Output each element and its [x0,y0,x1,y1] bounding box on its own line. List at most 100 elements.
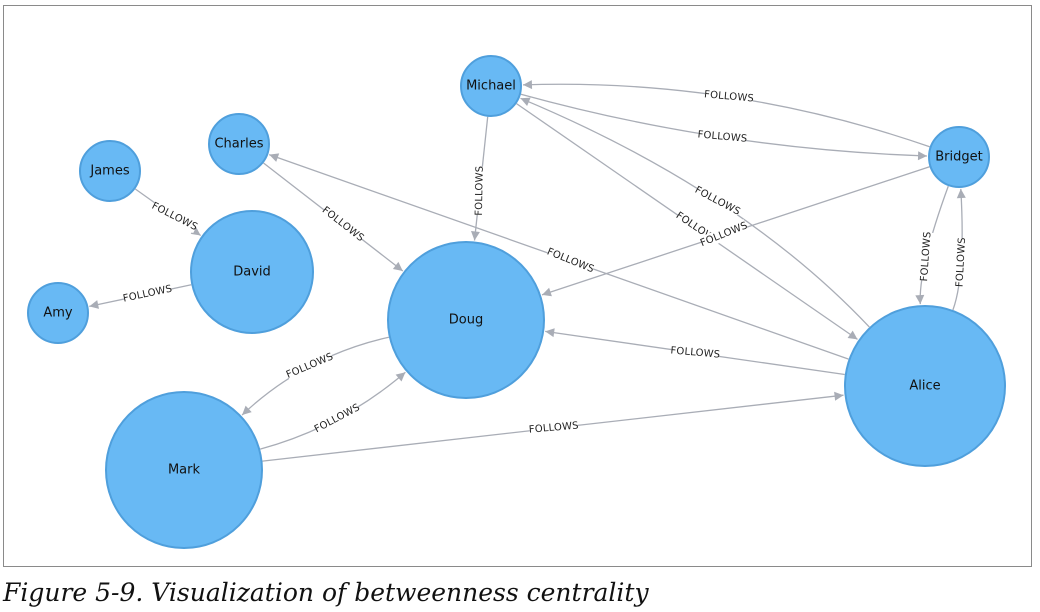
arrowhead [471,231,480,241]
edge-label-group: FOLLOWS [953,237,969,287]
node-circle[interactable] [460,55,522,117]
edge-label-background [699,219,749,250]
edge-label: FOLLOWS [320,205,366,244]
node-mark[interactable]: Mark [105,391,263,549]
edge-bridget-to-michael: FOLLOWS [522,80,930,148]
node-label: Charles [214,137,263,152]
edge-label-background [312,401,362,436]
edge-michael-to-alice: FOLLOWS [516,103,858,340]
edge-bridget-to-alice: FOLLOWS [915,185,949,305]
edge-label-group: FOLLOWS [150,199,200,234]
edge-michael-to-bridget: FOLLOWS [520,93,928,161]
node-amy[interactable]: Amy [27,282,89,344]
arrowhead [269,153,280,162]
arrowhead [520,97,531,106]
edge-label: FOLLOWS [528,420,579,435]
edge-line [260,371,406,450]
node-bridget[interactable]: Bridget [928,126,990,188]
edge-label: FOLLOWS [670,345,721,360]
node-doug[interactable]: Doug [387,241,545,399]
edge-label-background [704,87,754,105]
node-label: Bridget [935,150,982,165]
node-circle[interactable] [208,113,270,175]
edge-label: FOLLOWS [697,129,748,144]
edge-alice-to-bridget: FOLLOWS [952,188,969,311]
node-circle[interactable] [844,305,1006,467]
edge-label-background [150,199,200,234]
edge-david-to-amy: FOLLOWS [89,282,192,309]
edge-label-group: FOLLOWS [528,419,579,437]
node-david[interactable]: David [190,210,314,334]
edge-label-background [693,183,742,218]
node-charles[interactable]: Charles [208,113,270,175]
figure-caption: Figure 5-9. Visualization of betweenness… [3,578,649,607]
node-circle[interactable] [105,391,263,549]
edge-alice-to-doug: FOLLOWS [545,328,845,376]
edge-label: FOLLOWS [693,185,742,218]
edge-label-group: FOLLOWS [320,204,367,244]
edge-james-to-david: FOLLOWS [134,188,202,237]
edge-label-background [122,282,173,305]
arrowhead [834,391,844,401]
arrowhead [395,372,406,382]
node-alice[interactable]: Alice [844,305,1006,467]
edge-alice-to-charles: FOLLOWS [268,153,849,360]
edge-label-group: FOLLOWS [312,401,362,436]
edge-label: FOLLOWS [474,166,486,216]
node-label: Doug [449,313,483,328]
node-michael[interactable]: Michael [460,55,522,117]
node-label: James [89,164,129,179]
edge-label-background [285,350,335,382]
edge-label: FOLLOWS [122,284,173,305]
node-circle[interactable] [79,140,141,202]
arrowhead [190,226,201,236]
node-label: Alice [909,379,940,394]
edge-mark-to-doug: FOLLOWS [260,371,406,450]
arrowhead [915,294,925,305]
edge-label-background [670,343,720,362]
edge-label-group: FOLLOWS [670,343,721,362]
edge-label-background [545,245,596,276]
node-circle[interactable] [190,210,314,334]
node-label: Mark [168,463,201,478]
arrowhead [917,151,927,161]
edge-line [241,336,390,416]
edge-label-group: FOLLOWS [472,166,487,216]
edge-label-background [529,419,579,437]
arrowhead [847,330,858,340]
edge-label: FOLLOWS [313,402,362,435]
nodes-layer: Michael Charles James Bridget David Amy Doug Al… [27,55,1006,549]
edge-label-background [472,166,487,215]
edge-label-group: FOLLOWS [693,183,742,218]
node-circle[interactable] [928,126,990,188]
edge-label: FOLLOWS [704,89,755,104]
node-label: David [233,265,271,280]
edge-michael-to-doug: FOLLOWS [471,116,489,241]
edge-label-group: FOLLOWS [917,231,934,282]
arrowhead [542,287,552,297]
edge-label-group: FOLLOWS [704,87,755,105]
edge-bridget-to-doug: FOLLOWS [541,166,930,297]
edge-alice-to-michael: FOLLOWS [520,97,870,328]
arrowhead [545,328,555,338]
edge-label: FOLLOWS [919,231,933,282]
arrowhead [392,261,403,271]
node-circle[interactable] [27,282,89,344]
edge-label-group: FOLLOWS [545,245,596,276]
edge-mark-to-alice: FOLLOWS [262,391,844,462]
arrowhead [242,405,252,415]
edge-label: FOLLOWS [955,237,969,287]
arrowhead [523,80,533,90]
arrowhead [956,188,966,199]
edge-label-background [953,237,969,287]
edge-label-background [697,128,747,146]
node-label: Amy [43,306,73,321]
edge-label-group: FOLLOWS [285,350,335,382]
edge-label: FOLLOWS [150,201,199,233]
node-james[interactable]: James [79,140,141,202]
edge-label-group: FOLLOWS [122,282,173,305]
node-circle[interactable] [387,241,545,399]
edge-label-background [917,232,934,281]
arrowhead [89,300,99,309]
edge-doug-to-mark: FOLLOWS [241,336,390,416]
